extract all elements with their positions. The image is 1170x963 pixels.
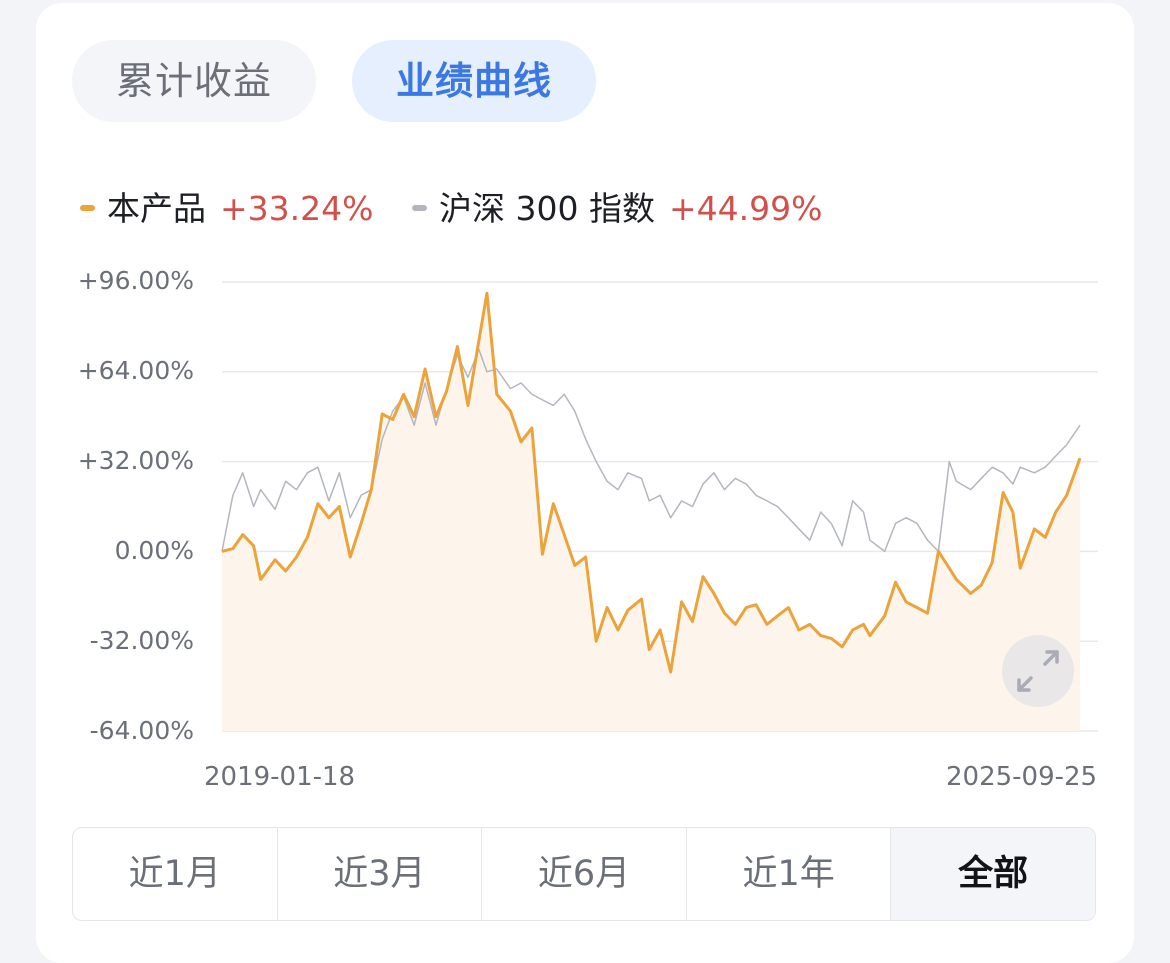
y-tick-label: -64.00% [89, 716, 194, 745]
tab-cumulative-return[interactable]: 累计收益 [72, 40, 316, 122]
legend-value-index: +44.99% [668, 189, 823, 228]
y-tick-label: +32.00% [77, 446, 194, 475]
range-button-all[interactable]: 全部 [891, 828, 1095, 920]
expand-chart-button[interactable] [1002, 635, 1074, 707]
legend-swatch-index [412, 204, 427, 211]
product-area-fill [222, 293, 1080, 731]
product-series-line [221, 291, 1082, 674]
range-button-1y[interactable]: 近1年 [687, 828, 892, 920]
legend-item-index: 沪深 300 指数 +44.99% [412, 184, 822, 234]
legend-swatch-product [80, 204, 95, 211]
tab-performance-curve[interactable]: 业绩曲线 [352, 40, 596, 122]
y-tick-label: -32.00% [89, 626, 194, 655]
y-tick-label: +64.00% [77, 356, 194, 385]
expand-icon [1017, 650, 1059, 692]
y-tick-label: 0.00% [114, 536, 194, 565]
range-button-1m[interactable]: 近1月 [73, 828, 278, 920]
index-series-line [221, 348, 1081, 553]
y-tick-label: +96.00% [77, 266, 194, 295]
time-range-selector: 近1月 近3月 近6月 近1年 全部 [72, 827, 1096, 921]
performance-chart [221, 281, 1098, 732]
x-tick-label-end: 2025-09-25 [946, 762, 1098, 792]
range-button-6m[interactable]: 近6月 [482, 828, 687, 920]
range-button-3m[interactable]: 近3月 [278, 828, 483, 920]
legend-label-product: 本产品 [107, 189, 206, 228]
x-tick-label-start: 2019-01-18 [204, 762, 356, 792]
legend-value-product: +33.24% [220, 189, 374, 228]
legend-label-index: 沪深 300 指数 [439, 189, 655, 228]
performance-card [36, 3, 1134, 963]
legend-item-product: 本产品 +33.24% [80, 184, 373, 234]
